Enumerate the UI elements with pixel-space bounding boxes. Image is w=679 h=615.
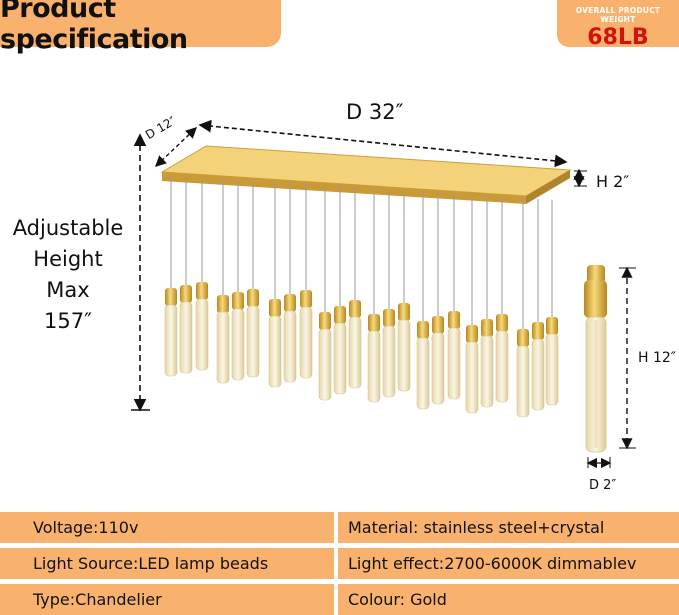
- pendant-crystal: [216, 311, 230, 384]
- pendant-cap: [448, 311, 460, 329]
- depth-32-arrow: [198, 119, 568, 168]
- spec-type: Type:Chandelier: [33, 590, 162, 609]
- spec-row: Type:Chandelier Colour: Gold: [0, 584, 679, 615]
- adjustable-line-4: 157″: [44, 309, 92, 333]
- pendant-cap: [349, 300, 361, 318]
- adjustable-line-1: Adjustable: [12, 216, 124, 240]
- spec-cell-right: Material: stainless steel+crystal: [338, 512, 679, 543]
- pendant-cap: [368, 314, 380, 332]
- pendant-crystal: [231, 308, 245, 381]
- spec-cell-right: Light effect:2700-6000K dimmablev: [338, 548, 679, 579]
- pendant-crystal: [318, 328, 332, 401]
- pendant-cap: [247, 289, 259, 307]
- depth-pendant-label: D 2″: [589, 478, 617, 493]
- pendant-crystal: [367, 330, 381, 403]
- pendant-crystal: [268, 315, 282, 388]
- pendant-cap: [517, 329, 529, 347]
- pendant-crystal: [283, 310, 297, 383]
- spec-colour: Colour: Gold: [348, 590, 447, 609]
- pendant-cap: [165, 288, 177, 306]
- pendant-group: [164, 176, 559, 418]
- chandelier-illustration: [131, 119, 636, 469]
- depth-12-arrow: [154, 127, 198, 167]
- spec-cell-left: Type:Chandelier: [0, 584, 334, 615]
- pendant-cap: [466, 325, 478, 343]
- pendant-crystal: [179, 301, 193, 374]
- adjustable-line-2: Height: [33, 247, 103, 271]
- spec-material: Material: stainless steel+crystal: [348, 518, 605, 537]
- title-banner: Product specification: [0, 0, 281, 55]
- pendant-crystal: [431, 332, 445, 405]
- pendant-crystal: [333, 322, 347, 395]
- pendant-crystal: [465, 341, 479, 414]
- spec-light-source: Light Source:LED lamp beads: [33, 554, 269, 573]
- spec-light-effect: Light effect:2700-6000K dimmablev: [348, 554, 637, 573]
- pendant-detail: [584, 265, 607, 453]
- pendant-cap: [532, 322, 544, 340]
- pendant-crystal: [495, 330, 509, 403]
- pendant-cap: [217, 295, 229, 313]
- pendant-crystal: [397, 319, 411, 392]
- pendant-crystal: [348, 316, 362, 389]
- spec-cell-right: Colour: Gold: [338, 584, 679, 615]
- pendant-cap: [398, 303, 410, 321]
- pendant-crystal: [195, 298, 209, 371]
- spec-voltage: Voltage:110v: [33, 518, 139, 537]
- pendant-cap: [196, 282, 208, 300]
- weight-label: OVERALL PRODUCT WEIGHT: [575, 6, 661, 24]
- pendant-cap: [300, 290, 312, 308]
- spec-row: Light Source:LED lamp beads Light effect…: [0, 548, 679, 579]
- pendant-crystal: [299, 306, 313, 379]
- pendant-crystal: [416, 337, 430, 410]
- pendant-crystal: [246, 305, 260, 378]
- pendant-cap: [180, 285, 192, 303]
- pendant-crystal: [545, 333, 559, 406]
- pendant-cap: [319, 312, 331, 330]
- pendant-crystal: [382, 325, 396, 398]
- pendant-crystal: [516, 345, 530, 418]
- pendant-crystal: [531, 338, 545, 411]
- adjustable-height-text: Adjustable Height Max 157″: [5, 213, 131, 337]
- adjustable-line-3: Max: [46, 278, 90, 302]
- page-title: Product specification: [0, 0, 188, 55]
- pendant-cap: [334, 306, 346, 324]
- pendant-cap: [284, 294, 296, 312]
- spec-row: Voltage:110v Material: stainless steel+c…: [0, 512, 679, 543]
- height-canopy-label: H 2″: [596, 172, 630, 191]
- pendant-crystal: [447, 327, 461, 400]
- pendant-crystal: [480, 335, 494, 408]
- weight-badge: OVERALL PRODUCT WEIGHT 68LB: [557, 0, 679, 50]
- pendant-cap: [496, 314, 508, 332]
- pendant-crystal: [164, 304, 178, 377]
- pendant-cap: [383, 309, 395, 327]
- pendant-cap: [269, 299, 281, 317]
- depth-32-label: D 32″: [346, 100, 404, 124]
- spec-cell-left: Light Source:LED lamp beads: [0, 548, 334, 579]
- height-pendant-label: H 12″: [638, 350, 677, 366]
- pendant-cap: [481, 319, 493, 337]
- weight-value: 68LB: [587, 25, 649, 50]
- pendant-cap: [546, 317, 558, 335]
- spec-table: Voltage:110v Material: stainless steel+c…: [0, 512, 679, 615]
- spec-cell-left: Voltage:110v: [0, 512, 334, 543]
- pendant-cap: [417, 321, 429, 339]
- pendant-cap: [232, 292, 244, 310]
- pendant-cap: [432, 316, 444, 334]
